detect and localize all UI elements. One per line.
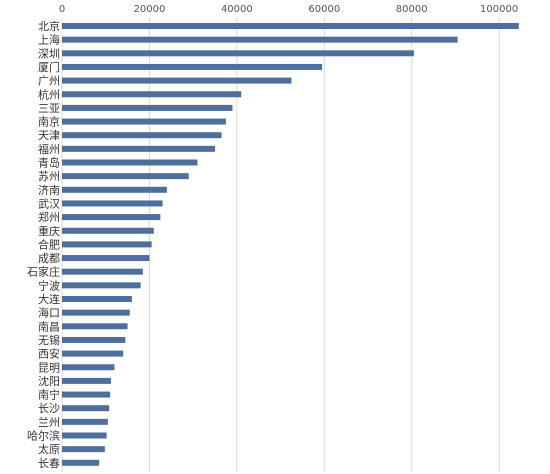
category-label: 昆明 (38, 361, 60, 374)
category-label: 青岛 (38, 156, 60, 170)
category-label: 广州 (38, 75, 60, 88)
bar (62, 241, 152, 248)
x-tick-label: 40000 (221, 4, 253, 15)
category-label: 南京 (38, 115, 60, 129)
bar (62, 391, 111, 398)
bar (62, 23, 519, 29)
bar (62, 104, 233, 111)
bar (62, 268, 143, 275)
category-label: 福州 (38, 142, 60, 156)
x-tick-label: 80000 (396, 4, 428, 15)
bar (62, 432, 107, 439)
bar (62, 282, 141, 289)
category-label: 大连 (38, 292, 60, 306)
category-label: 武汉 (38, 197, 60, 210)
bar (62, 309, 130, 316)
bar (62, 118, 226, 125)
bar (62, 323, 128, 330)
bar (62, 296, 132, 302)
category-label: 南昌 (38, 320, 60, 333)
category-label: 宁波 (38, 278, 60, 292)
bar (62, 91, 242, 98)
bar (62, 214, 161, 221)
bar (62, 255, 150, 262)
bar (62, 159, 198, 166)
category-label: 西安 (38, 347, 60, 361)
bar (62, 63, 323, 70)
category-label: 海口 (38, 306, 60, 320)
category-label: 郑州 (38, 210, 60, 224)
category-label: 兰州 (38, 416, 60, 429)
category-label: 深圳 (38, 47, 60, 60)
bar (62, 36, 458, 43)
bar (62, 227, 154, 234)
category-labels: 北京上海深圳厦门广州杭州三亚南京天津福州青岛苏州济南武汉郑州重庆合肥成都石家庄宁… (27, 19, 60, 470)
category-label: 厦门 (38, 60, 60, 74)
bar (62, 377, 111, 384)
category-label: 长春 (38, 457, 60, 470)
category-label: 济南 (38, 183, 60, 197)
category-label: 长沙 (38, 402, 60, 415)
category-label: 哈尔滨 (27, 429, 60, 443)
bars (62, 23, 519, 466)
x-tick-label: 20000 (134, 4, 166, 15)
x-tick-label: 60000 (308, 4, 340, 15)
bar (62, 132, 222, 139)
category-label: 天津 (38, 129, 60, 142)
x-tick-label: 0 (59, 4, 65, 15)
category-label: 杭州 (38, 87, 60, 101)
category-label: 苏州 (38, 170, 60, 183)
category-label: 重庆 (38, 224, 60, 238)
category-label: 合肥 (38, 237, 60, 251)
category-label: 北京 (38, 19, 60, 33)
bar (62, 405, 110, 412)
bar (62, 446, 105, 453)
category-label: 成都 (38, 252, 60, 265)
bar (62, 77, 292, 84)
category-label: 上海 (38, 33, 60, 47)
bar (62, 418, 108, 425)
bar (62, 173, 189, 180)
bar (62, 50, 414, 57)
category-label: 三亚 (38, 102, 60, 115)
bar (62, 350, 124, 357)
x-axis-ticks: 0 20000 40000 60000 80000 100000 (59, 4, 518, 15)
category-label: 南宁 (38, 388, 60, 402)
bar (62, 336, 126, 343)
category-label: 无锡 (38, 333, 60, 347)
category-label: 石家庄 (27, 265, 60, 279)
category-label: 太原 (38, 443, 60, 456)
bar (62, 459, 100, 466)
bar (62, 186, 167, 193)
bar (62, 145, 215, 152)
category-label: 沈阳 (38, 374, 60, 388)
x-tick-label: 100000 (480, 4, 518, 15)
bar (62, 364, 115, 371)
bar (62, 200, 163, 207)
